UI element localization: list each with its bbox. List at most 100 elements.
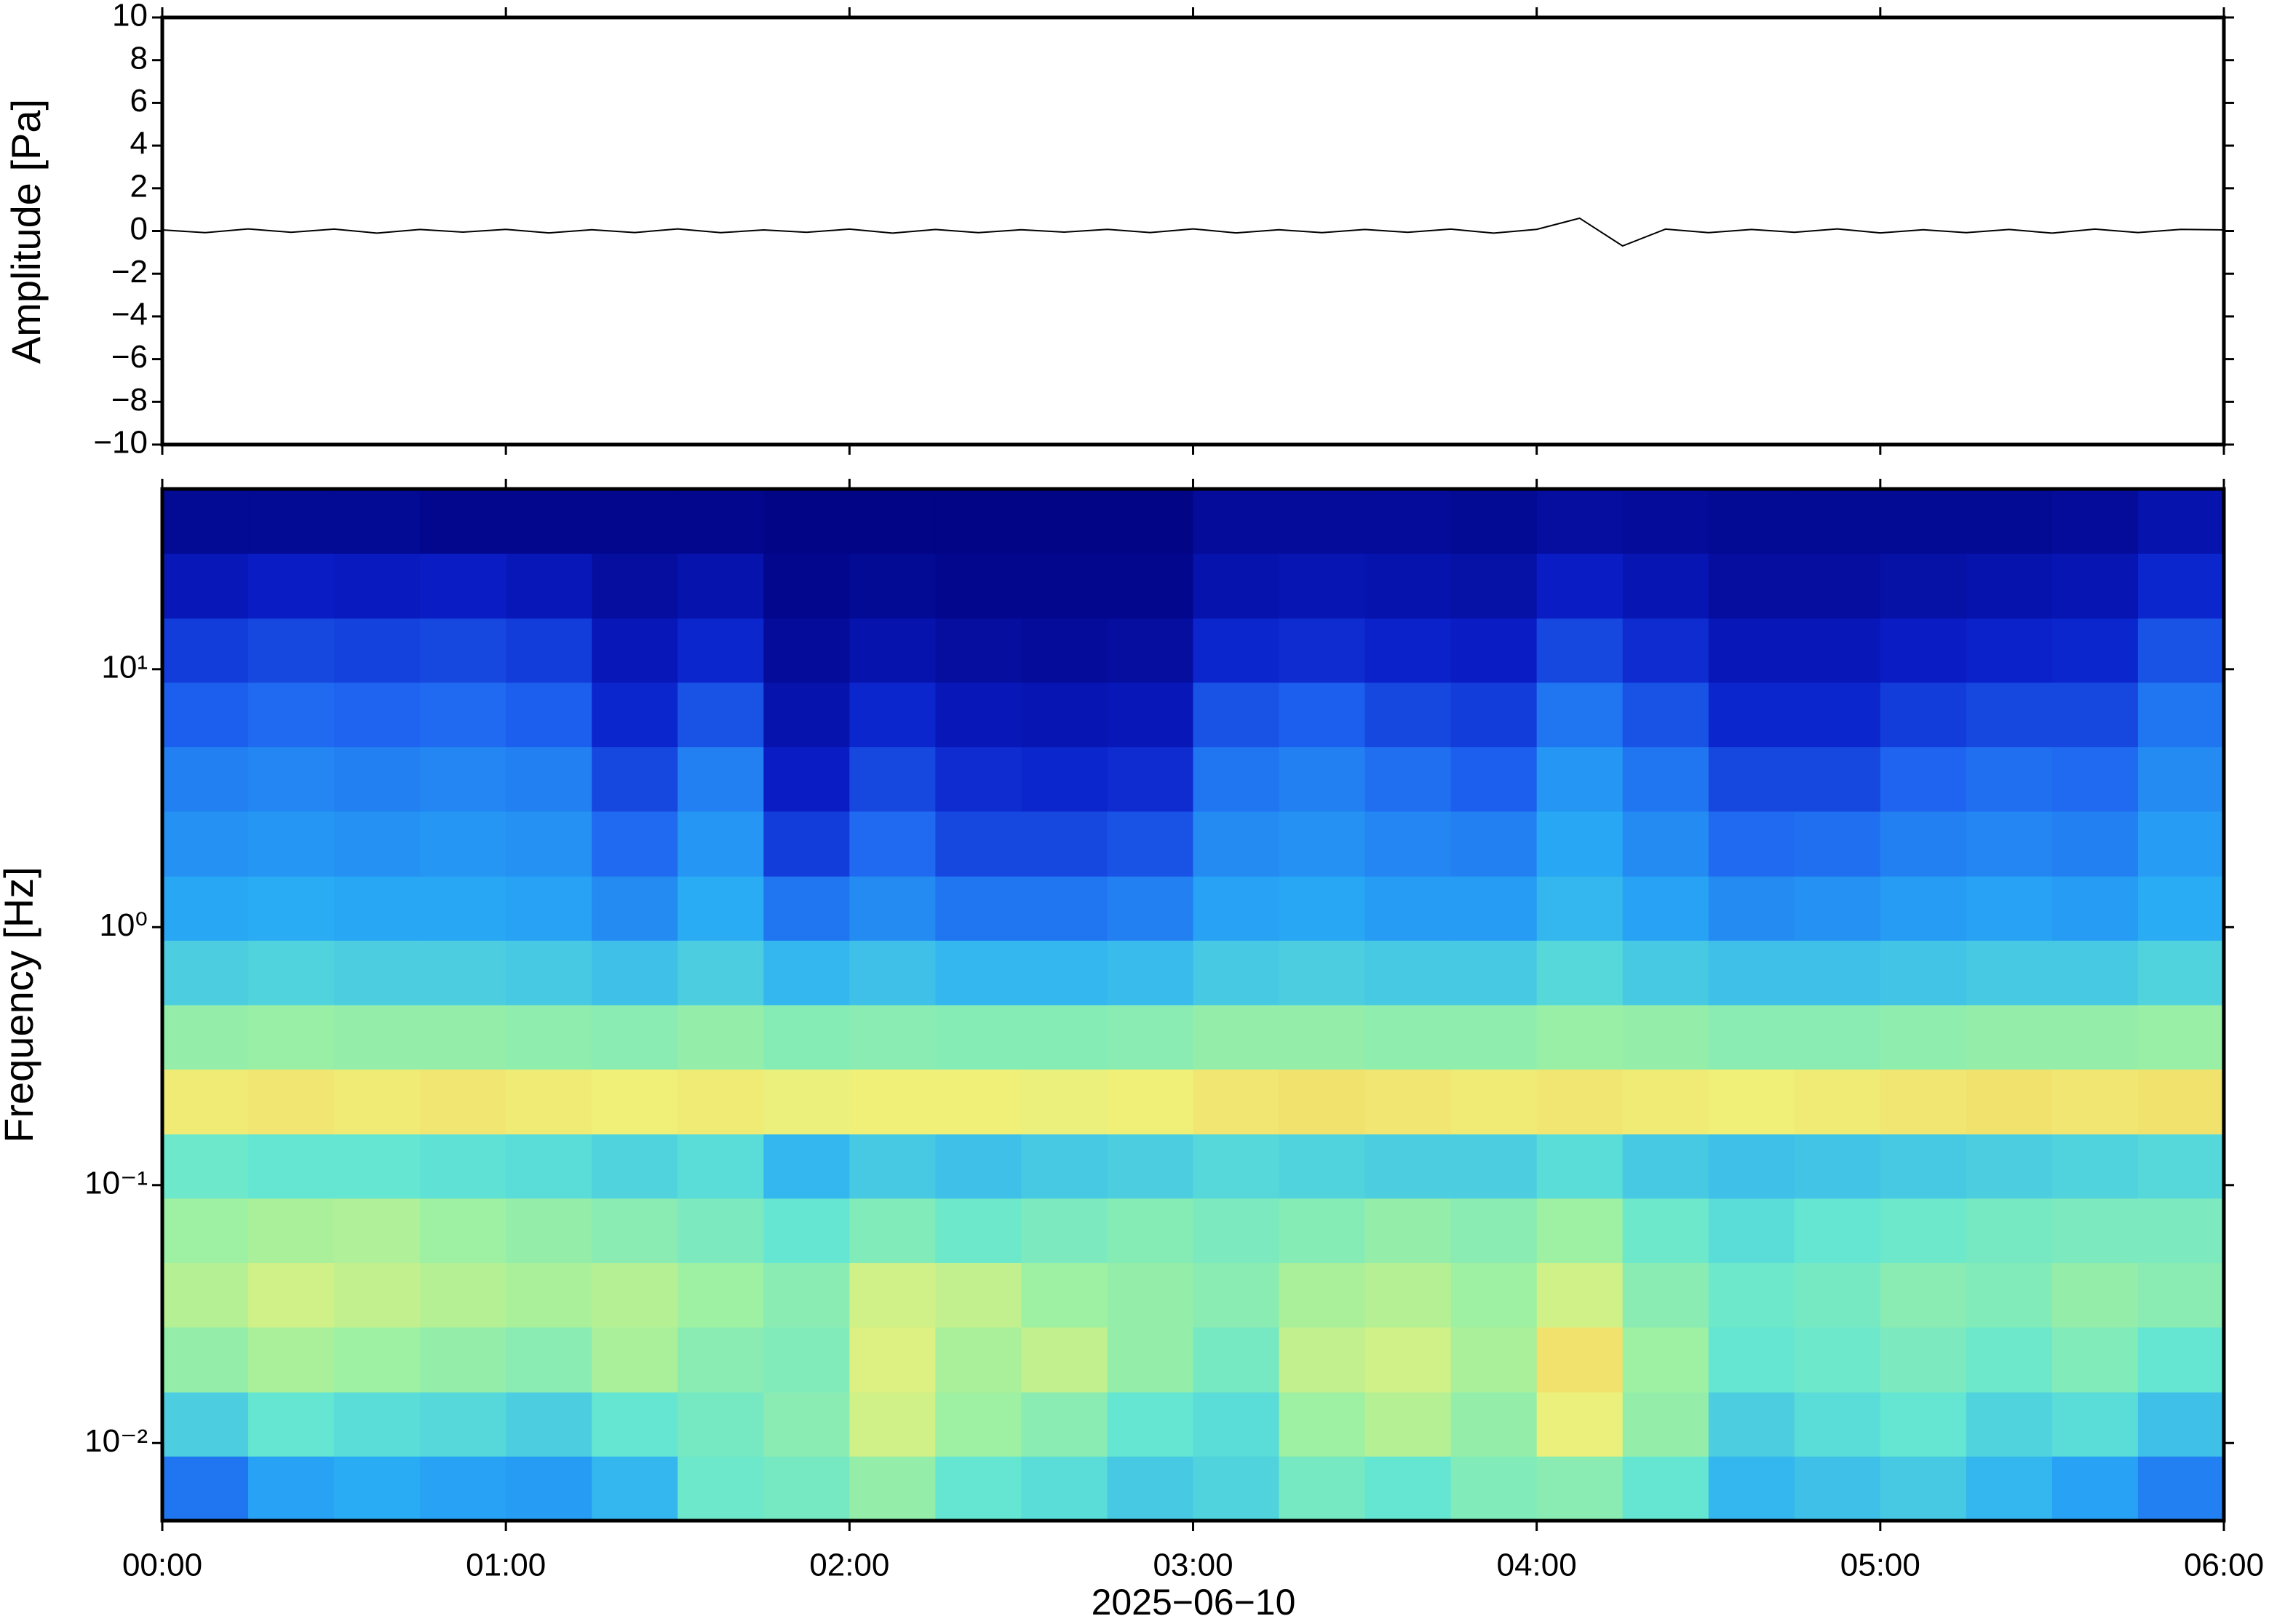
- heatmap-cell: [1536, 489, 1624, 554]
- heatmap-cell: [1794, 682, 1881, 747]
- heatmap-cell: [420, 682, 506, 747]
- heatmap-cell: [1966, 1069, 2053, 1135]
- heatmap-cell: [1794, 1391, 1881, 1457]
- heatmap-cell: [592, 489, 679, 554]
- heatmap-cell: [592, 1326, 679, 1393]
- heatmap-cell: [506, 940, 593, 1006]
- heatmap-cell: [2051, 1004, 2139, 1070]
- heatmap-cell: [1021, 747, 1108, 812]
- heatmap-cell: [1708, 553, 1795, 619]
- x-tick-label: 00:00: [122, 1548, 202, 1583]
- heatmap-cell: [1536, 1456, 1624, 1521]
- heatmap-cell: [2137, 682, 2224, 747]
- heatmap-cell: [1880, 553, 1967, 619]
- heatmap-cell: [334, 1198, 421, 1263]
- heatmap-cell: [1364, 875, 1452, 941]
- x-tick-label: 01:00: [466, 1548, 546, 1583]
- heatmap-cell: [334, 1456, 421, 1521]
- heatmap-cell: [1193, 682, 1280, 747]
- heatmap-cell: [1622, 1456, 1709, 1521]
- heatmap-cell: [935, 1004, 1022, 1070]
- heatmap-cell: [506, 1004, 593, 1070]
- heatmap-cell: [1966, 618, 2053, 683]
- heatmap-cell: [677, 1456, 765, 1521]
- heatmap-cell: [849, 1134, 937, 1199]
- heatmap-cell: [677, 811, 765, 877]
- heatmap-cell: [935, 1262, 1022, 1328]
- heatmap-cell: [420, 618, 506, 683]
- y-tick-label: 10⁻¹: [84, 1165, 148, 1201]
- heatmap-cell: [592, 618, 679, 683]
- heatmap-cell: [1279, 1326, 1366, 1393]
- heatmap-cell: [1450, 682, 1538, 747]
- heatmap-cell: [1364, 1391, 1452, 1457]
- heatmap-cell: [420, 1004, 506, 1070]
- heatmap-cell: [2137, 1391, 2224, 1457]
- heatmap-cell: [334, 1004, 421, 1070]
- heatmap-cell: [1880, 1391, 1967, 1457]
- heatmap-cell: [506, 1134, 593, 1199]
- heatmap-cell: [162, 1004, 249, 1070]
- heatmap-cell: [1107, 618, 1194, 683]
- heatmap-cell: [1107, 1069, 1194, 1135]
- heatmap-cell: [849, 1262, 937, 1328]
- heatmap-cell: [763, 1134, 851, 1199]
- heatmap-cell: [1880, 1456, 1967, 1521]
- heatmap-cell: [1536, 747, 1624, 812]
- heatmap-cell: [1708, 940, 1795, 1006]
- heatmap-cell: [506, 1262, 593, 1328]
- heatmap-cell: [1966, 553, 2053, 619]
- heatmap-cell: [1794, 940, 1881, 1006]
- heatmap-cell: [677, 1004, 765, 1070]
- heatmap-cell: [1708, 875, 1795, 941]
- heatmap-cell: [849, 811, 937, 877]
- heatmap-cell: [1279, 875, 1366, 941]
- heatmap-cell: [592, 875, 679, 941]
- heatmap-cell: [162, 811, 249, 877]
- heatmap-cell: [1536, 1391, 1624, 1457]
- heatmap-cell: [2051, 940, 2139, 1006]
- heatmap-cell: [849, 940, 937, 1006]
- heatmap-cell: [420, 1326, 506, 1393]
- heatmap-cell: [2051, 618, 2139, 683]
- heatmap-cell: [506, 682, 593, 747]
- heatmap-cell: [2051, 1262, 2139, 1328]
- heatmap-cell: [849, 1004, 937, 1070]
- heatmap-cell: [677, 940, 765, 1006]
- y-tick-label: 10: [112, 0, 148, 33]
- heatmap-cell: [1364, 553, 1452, 619]
- plot-layer: −10 −8 −6 −4 −2 0 2 4 6 8 10 10⁻² 10⁻¹ 10⁰ 10¹ 00:00 01:…: [84, 0, 2264, 1583]
- y-tick-label: −8: [111, 382, 148, 418]
- heatmap-cell: [420, 811, 506, 877]
- heatmap-cell: [1450, 553, 1538, 619]
- heatmap-cell: [2137, 940, 2224, 1006]
- heatmap-cell: [1622, 1262, 1709, 1328]
- heatmap-cell: [1966, 1391, 2053, 1457]
- heatmap-cell: [935, 940, 1022, 1006]
- y-axis-title: Frequency [Hz]: [0, 867, 41, 1143]
- heatmap-cell: [2051, 875, 2139, 941]
- heatmap-cell: [1193, 618, 1280, 683]
- heatmap-cell: [763, 1326, 851, 1393]
- heatmap-cell: [1794, 553, 1881, 619]
- heatmap-cell: [2137, 553, 2224, 619]
- heatmap-cell: [763, 682, 851, 747]
- heatmap-cell: [1536, 618, 1624, 683]
- heatmap-cell: [1364, 811, 1452, 877]
- y-tick-label: 10¹: [101, 649, 148, 685]
- heatmap-cell: [1880, 1198, 1967, 1263]
- heatmap-cell: [592, 1069, 679, 1135]
- heatmap-cell: [1364, 747, 1452, 812]
- heatmap-cell: [1536, 811, 1624, 877]
- heatmap-cell: [248, 940, 335, 1006]
- heatmap-cell: [1021, 811, 1108, 877]
- heatmap-cell: [1279, 1134, 1366, 1199]
- heatmap-cell: [1622, 1198, 1709, 1263]
- heatmap-cell: [1364, 940, 1452, 1006]
- heatmap-cell: [334, 875, 421, 941]
- heatmap-cell: [592, 940, 679, 1006]
- heatmap-cell: [1708, 1456, 1795, 1521]
- heatmap-cell: [935, 811, 1022, 877]
- heatmap-cell: [248, 1391, 335, 1457]
